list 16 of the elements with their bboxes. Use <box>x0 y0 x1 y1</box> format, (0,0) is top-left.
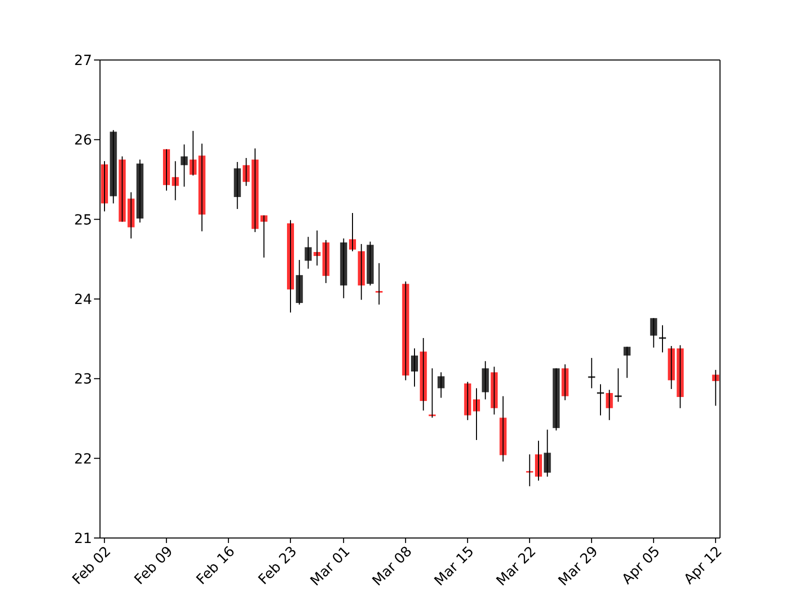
x-tick-label: Apr 05 <box>619 544 664 588</box>
x-tick-label: Feb 16 <box>194 543 238 588</box>
x-tick-label: Mar 22 <box>494 544 540 590</box>
x-tick-label: Feb 09 <box>132 544 176 588</box>
x-tick-label: Mar 29 <box>556 544 602 590</box>
y-tick-label: 23 <box>74 372 92 388</box>
y-tick-label: 22 <box>74 451 92 468</box>
x-tick-label: Feb 23 <box>256 544 300 588</box>
y-tick-label: 26 <box>74 132 92 149</box>
y-tick-label: 25 <box>74 212 92 228</box>
y-tick-label: 24 <box>74 292 92 308</box>
x-tick-label: Mar 15 <box>432 544 478 590</box>
x-tick-label: Mar 01 <box>308 544 354 590</box>
y-tick-label: 27 <box>74 52 92 69</box>
x-tick-label: Apr 12 <box>681 544 726 588</box>
x-tick-label: Mar 08 <box>370 544 416 590</box>
